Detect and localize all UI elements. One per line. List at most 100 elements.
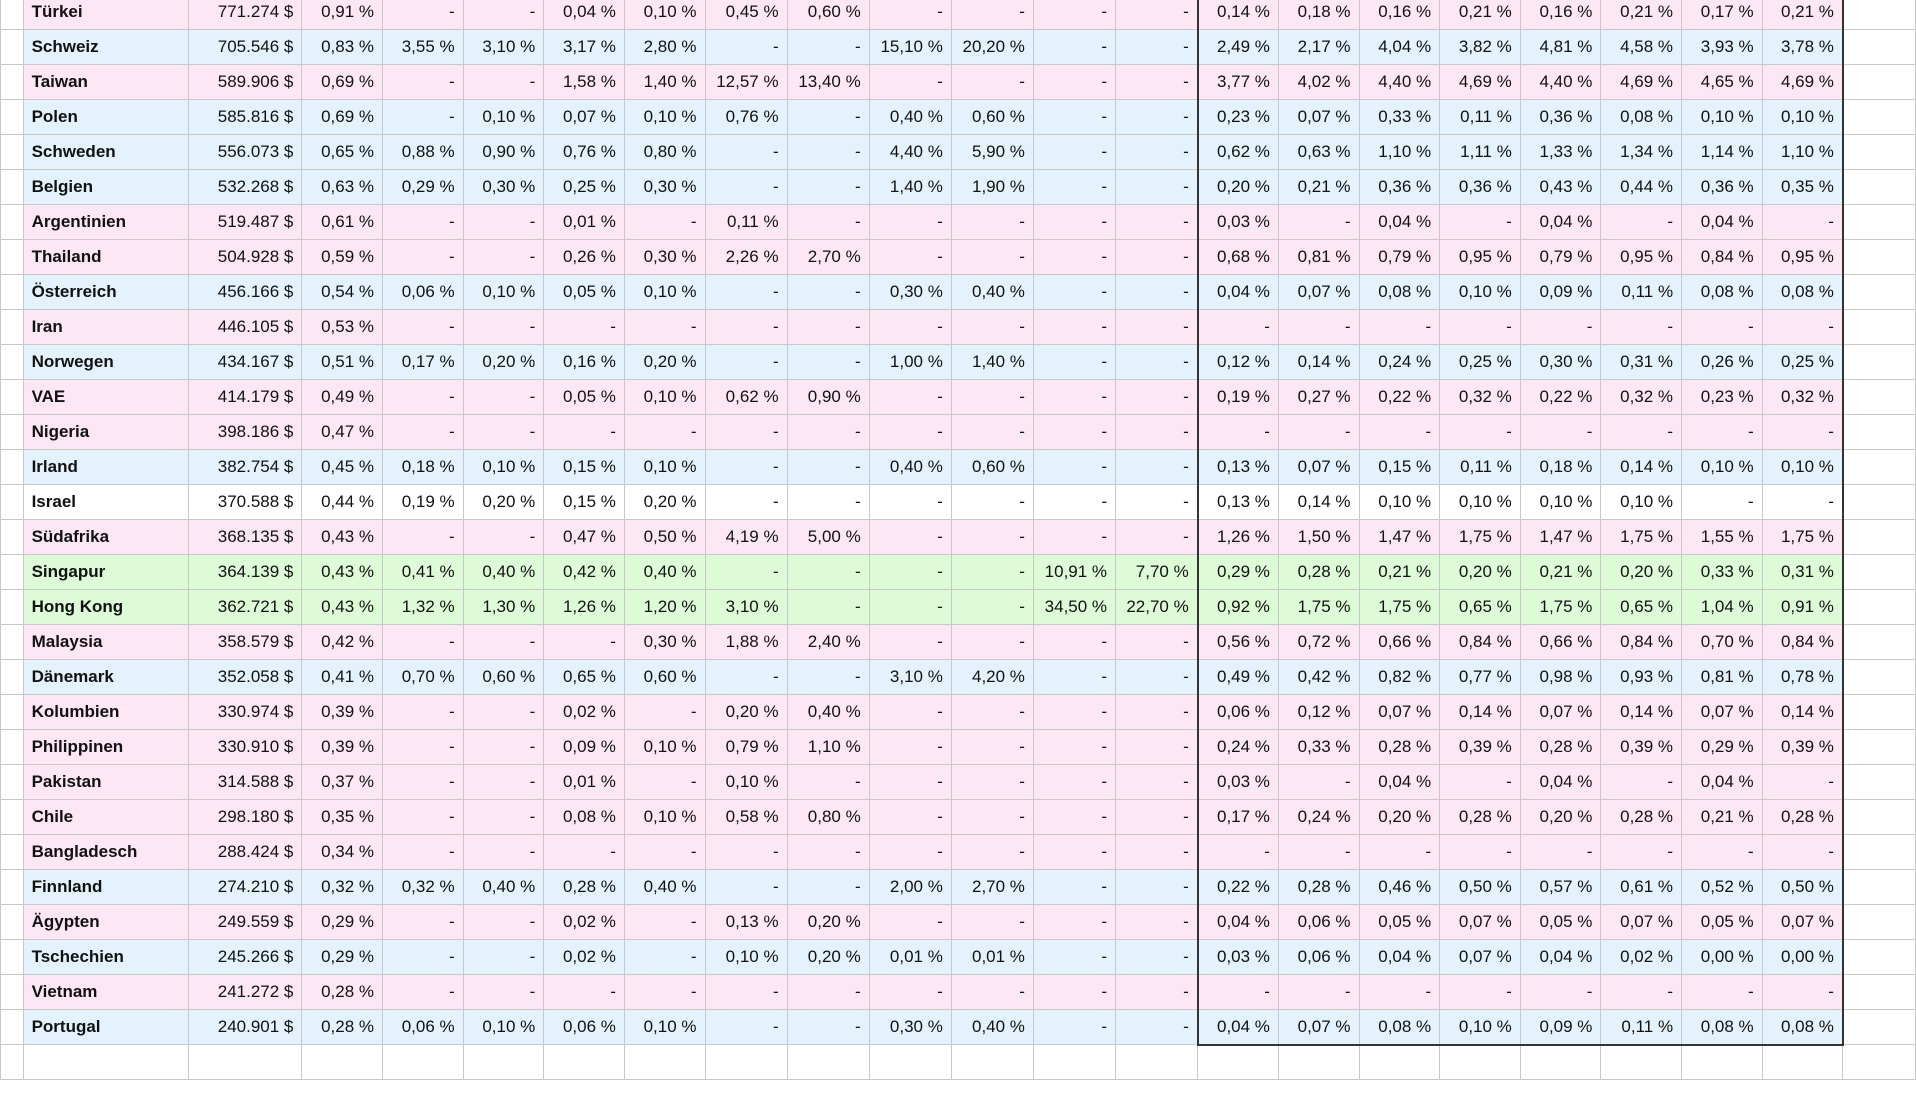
table-cell[interactable]: 4,40 % (1519, 64, 1602, 100)
table-cell[interactable]: 0,33 % (1277, 729, 1360, 765)
table-cell[interactable]: 0,07 % (1277, 1009, 1360, 1046)
table-cell[interactable]: 0,61 % (1600, 869, 1683, 905)
empty-cell[interactable] (382, 1044, 464, 1080)
table-cell[interactable]: - (1439, 204, 1521, 240)
table-cell[interactable]: 0,45 % (704, 0, 788, 30)
table-cell[interactable]: 4,04 % (1358, 29, 1441, 65)
table-cell[interactable]: 0,28 % (1358, 729, 1441, 765)
row-gutter-cell[interactable] (0, 764, 24, 800)
gdp-cell[interactable]: 249.559 $ (187, 904, 303, 940)
empty-cell[interactable] (1842, 624, 1916, 660)
table-cell[interactable]: - (462, 624, 545, 660)
table-cell[interactable]: 0,24 % (1358, 344, 1441, 380)
table-cell[interactable]: 0,36 % (1681, 169, 1763, 205)
table-cell[interactable]: - (1681, 414, 1763, 450)
table-cell[interactable]: - (704, 134, 788, 170)
table-cell[interactable]: - (1761, 974, 1844, 1010)
table-cell[interactable]: 0,56 % (1196, 624, 1279, 660)
gdp-cell[interactable]: 288.424 $ (187, 834, 303, 870)
table-cell[interactable]: 0,10 % (462, 99, 545, 135)
table-cell[interactable]: 1,58 % (543, 64, 625, 100)
row-gutter-cell[interactable] (0, 659, 24, 695)
table-cell[interactable]: - (1032, 0, 1117, 30)
table-cell[interactable]: - (1115, 834, 1199, 870)
empty-cell[interactable] (1842, 554, 1916, 590)
table-cell[interactable]: 0,08 % (1761, 274, 1844, 310)
table-cell[interactable]: 0,07 % (1277, 449, 1360, 485)
table-cell[interactable]: 0,76 % (543, 134, 625, 170)
table-cell[interactable]: - (1115, 204, 1199, 240)
table-cell[interactable]: - (1761, 834, 1844, 870)
table-cell[interactable]: 0,40 % (462, 869, 545, 905)
table-cell[interactable]: - (1519, 834, 1602, 870)
table-cell[interactable]: 0,60 % (623, 659, 706, 695)
table-cell[interactable]: 0,65 % (301, 134, 383, 170)
country-name-cell[interactable]: Hong Kong (22, 589, 189, 625)
table-cell[interactable]: - (623, 309, 706, 345)
table-cell[interactable]: 0,52 % (1681, 869, 1763, 905)
table-cell[interactable]: - (462, 239, 545, 275)
table-cell[interactable]: 0,95 % (1600, 239, 1683, 275)
table-cell[interactable]: 0,20 % (1519, 799, 1602, 835)
table-cell[interactable]: - (786, 414, 870, 450)
empty-cell[interactable] (1842, 29, 1916, 65)
table-cell[interactable]: 0,11 % (1600, 1009, 1683, 1046)
table-cell[interactable]: 1,90 % (950, 169, 1034, 205)
table-cell[interactable]: 2,70 % (786, 239, 870, 275)
table-cell[interactable]: - (786, 554, 870, 590)
table-cell[interactable]: 1,34 % (1600, 134, 1683, 170)
empty-cell[interactable] (1842, 344, 1916, 380)
table-cell[interactable]: 0,72 % (1277, 624, 1360, 660)
gdp-cell[interactable]: 362.721 $ (187, 589, 303, 625)
table-cell[interactable]: 0,20 % (1358, 799, 1441, 835)
table-cell[interactable]: 1,75 % (1519, 589, 1602, 625)
table-cell[interactable]: - (868, 239, 952, 275)
table-cell[interactable]: - (623, 904, 706, 940)
table-cell[interactable]: 0,30 % (623, 624, 706, 660)
row-gutter-cell[interactable] (0, 0, 24, 30)
table-cell[interactable]: - (1032, 484, 1117, 520)
table-cell[interactable]: 0,39 % (1600, 729, 1683, 765)
empty-cell[interactable] (1842, 239, 1916, 275)
table-cell[interactable]: 0,43 % (1519, 169, 1602, 205)
table-cell[interactable]: 0,69 % (301, 64, 383, 100)
table-cell[interactable]: - (462, 939, 545, 975)
table-cell[interactable]: 0,28 % (1439, 799, 1521, 835)
table-cell[interactable]: 0,04 % (1681, 204, 1763, 240)
table-cell[interactable]: 0,28 % (301, 974, 383, 1010)
row-gutter-cell[interactable] (0, 484, 24, 520)
table-cell[interactable]: - (868, 519, 952, 555)
table-cell[interactable]: 0,15 % (543, 484, 625, 520)
table-cell[interactable]: 1,75 % (1600, 519, 1683, 555)
table-cell[interactable]: - (1439, 414, 1521, 450)
empty-cell[interactable] (1842, 519, 1916, 555)
table-cell[interactable]: 0,36 % (1439, 169, 1521, 205)
table-cell[interactable]: 1,32 % (382, 589, 464, 625)
table-cell[interactable]: - (462, 834, 545, 870)
table-cell[interactable]: - (950, 589, 1034, 625)
table-cell[interactable]: - (462, 519, 545, 555)
table-cell[interactable]: 0,06 % (382, 1009, 464, 1045)
table-cell[interactable]: 1,75 % (1439, 519, 1521, 555)
table-cell[interactable]: 0,20 % (623, 344, 706, 380)
table-cell[interactable]: 0,20 % (704, 694, 788, 730)
table-cell[interactable]: 0,10 % (623, 1009, 706, 1045)
gdp-cell[interactable]: 241.272 $ (187, 974, 303, 1010)
table-cell[interactable]: 0,21 % (1277, 169, 1360, 205)
table-cell[interactable]: 0,10 % (623, 449, 706, 485)
table-cell[interactable]: 0,31 % (1761, 554, 1844, 590)
table-cell[interactable]: 0,10 % (1761, 449, 1844, 485)
table-cell[interactable]: 4,02 % (1277, 64, 1360, 100)
table-cell[interactable]: 0,14 % (1439, 694, 1521, 730)
table-cell[interactable]: - (868, 694, 952, 730)
table-cell[interactable]: 0,32 % (1439, 379, 1521, 415)
table-cell[interactable]: 0,26 % (543, 239, 625, 275)
table-cell[interactable]: - (786, 29, 870, 65)
table-cell[interactable]: - (1115, 99, 1199, 135)
table-cell[interactable]: - (1277, 414, 1360, 450)
table-cell[interactable]: 0,27 % (1277, 379, 1360, 415)
table-cell[interactable]: 0,10 % (1439, 274, 1521, 310)
table-cell[interactable]: 0,20 % (1600, 554, 1683, 590)
table-cell[interactable]: 0,10 % (623, 99, 706, 135)
table-cell[interactable]: - (1358, 309, 1441, 345)
